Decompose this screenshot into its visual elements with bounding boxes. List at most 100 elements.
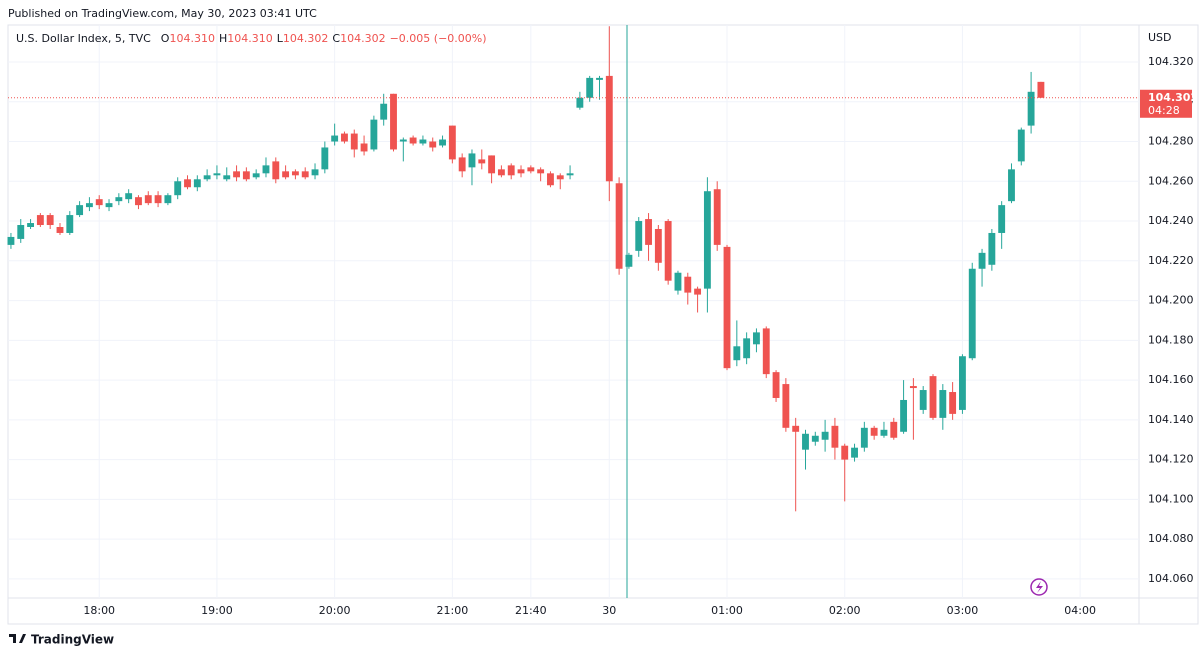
candle-body	[1037, 81, 1045, 98]
candle-body	[291, 171, 299, 176]
candle-body	[213, 173, 221, 176]
candle-body	[507, 165, 515, 176]
legend-item-label: C	[332, 32, 340, 45]
candle-body	[282, 171, 290, 178]
candle-body	[527, 167, 535, 172]
candle-body	[233, 171, 240, 178]
y-axis-label: USD	[1148, 31, 1172, 44]
candle-body	[1017, 129, 1025, 162]
candle-body	[625, 254, 633, 267]
candle-body	[635, 221, 643, 251]
legend-symbol: U.S. Dollar Index, 5, TVC	[16, 32, 151, 45]
candle-body	[654, 228, 662, 263]
candle-body	[860, 427, 868, 448]
candle-body	[56, 227, 64, 233]
y-tick-label: 104.220	[1148, 254, 1194, 267]
y-tick-label: 104.260	[1148, 174, 1194, 187]
published-note: Published on TradingView.com, May 30, 20…	[8, 7, 317, 20]
candle-body	[76, 205, 84, 216]
candle-body	[105, 203, 113, 208]
candle-body	[448, 125, 456, 160]
candle-body	[497, 169, 505, 176]
candle-body	[468, 153, 476, 168]
candle-body	[831, 425, 839, 448]
candle-body	[350, 133, 358, 150]
candle-body	[115, 197, 123, 202]
x-tick-label: 03:00	[947, 604, 979, 617]
x-tick-label: 21:00	[437, 604, 469, 617]
candle-body	[596, 77, 603, 80]
candle-body	[547, 173, 554, 186]
candle-body	[409, 137, 417, 144]
candle-body	[841, 445, 849, 460]
legend-item-value: 104.302	[283, 32, 329, 45]
candle-body	[184, 179, 191, 188]
candle-body	[17, 225, 25, 239]
candle-body	[242, 171, 250, 180]
candle-body	[341, 133, 348, 142]
x-tick-label: 20:00	[319, 604, 351, 617]
lightning-icon	[1030, 578, 1048, 596]
y-tick-label: 104.180	[1148, 333, 1194, 346]
candle-body	[566, 173, 574, 176]
candle-body	[203, 175, 211, 180]
candle-body	[1027, 91, 1035, 126]
legend-item-label: L	[277, 32, 284, 45]
countdown: 04:28	[1148, 104, 1180, 117]
candle-body	[576, 97, 584, 108]
candle-body	[949, 392, 957, 414]
candle-body	[135, 197, 142, 206]
candle-body	[144, 195, 152, 204]
candle-body	[890, 421, 898, 438]
candle-body	[66, 215, 74, 233]
candle-body	[164, 195, 172, 204]
candle-body	[331, 135, 339, 142]
candle-body	[193, 179, 201, 188]
candle-body	[252, 173, 260, 178]
candle-body	[880, 429, 888, 436]
candle-body	[645, 219, 652, 245]
y-tick-label: 104.200	[1148, 294, 1194, 307]
candle-body	[488, 155, 496, 174]
candle-body	[556, 175, 564, 180]
y-tick-label: 104.160	[1148, 373, 1194, 386]
candle-body	[694, 288, 702, 295]
candle-body	[7, 236, 15, 245]
candle-body	[95, 199, 103, 206]
axes: 104.060 104.080 104.100 104.120 104.140 104.1…	[83, 55, 1198, 617]
y-tick-label: 104.140	[1148, 413, 1194, 426]
candle-body	[380, 103, 388, 120]
legend-item-value: 104.310	[227, 32, 273, 45]
candle-body	[223, 175, 231, 180]
legend-item-label: H	[219, 32, 227, 45]
candle-body	[46, 215, 54, 226]
candle-body	[674, 272, 682, 291]
candle-body	[272, 161, 280, 180]
legend-text: U.S. Dollar Index, 5, TVC O104.310 H104.31…	[16, 32, 487, 45]
legend-item-value: 104.302	[340, 32, 386, 45]
candle-body	[537, 169, 545, 174]
candle-body	[458, 157, 466, 172]
candle-body	[517, 169, 525, 174]
y-tick-label: 104.320	[1148, 55, 1194, 68]
candle-body	[753, 332, 760, 345]
candle-body	[782, 384, 790, 428]
candle-body	[998, 205, 1006, 233]
candle-body	[684, 276, 692, 293]
candle-body	[792, 425, 800, 432]
candle-body	[174, 181, 182, 196]
y-tick-label: 104.280	[1148, 135, 1194, 148]
y-tick-label: 104.060	[1148, 572, 1194, 585]
x-tick-label: 19:00	[201, 604, 233, 617]
candle-body	[811, 435, 819, 442]
candle-body	[439, 139, 446, 146]
legend-change: −0.005 (−0.00%)	[390, 32, 487, 45]
x-tick-label: 04:00	[1064, 604, 1096, 617]
candle-body	[900, 399, 908, 432]
candle-body	[929, 376, 937, 418]
candle-body	[772, 372, 780, 398]
legend-item-label: O	[161, 32, 170, 45]
brand-logo	[9, 634, 26, 643]
